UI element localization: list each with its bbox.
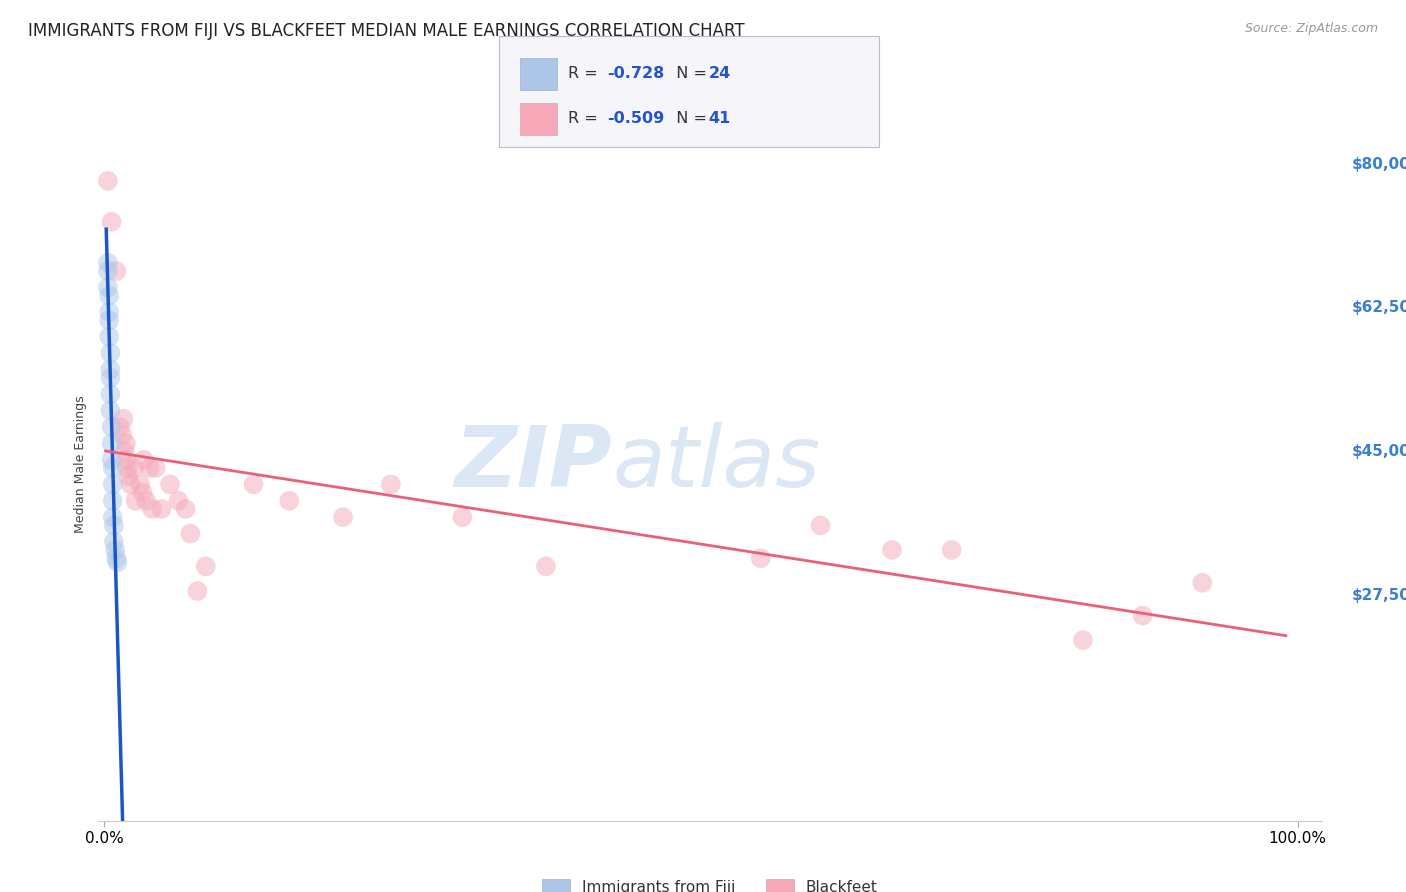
Point <box>278 493 301 508</box>
Point <box>115 436 138 450</box>
Text: N =: N = <box>666 66 713 81</box>
Point <box>112 411 135 425</box>
Point <box>103 518 125 533</box>
Point <box>101 493 124 508</box>
Text: -0.509: -0.509 <box>607 112 665 127</box>
Point <box>98 370 121 384</box>
Point <box>100 452 122 467</box>
Point <box>1132 608 1154 623</box>
Point <box>98 305 121 319</box>
Point <box>122 461 145 475</box>
Text: 41: 41 <box>709 112 731 127</box>
Point <box>451 510 474 524</box>
Text: $27,500: $27,500 <box>1353 588 1406 603</box>
Point <box>132 452 155 467</box>
Point <box>380 477 402 491</box>
Point <box>100 215 122 229</box>
Point <box>1191 575 1213 590</box>
Point <box>97 256 120 270</box>
Point <box>108 420 131 434</box>
Point <box>534 559 557 574</box>
Point <box>101 510 124 524</box>
Point <box>98 329 121 343</box>
Point <box>97 264 120 278</box>
Point <box>1071 633 1094 648</box>
Point <box>97 280 120 294</box>
Point <box>167 493 190 508</box>
Point <box>120 477 142 491</box>
Point <box>145 461 167 475</box>
Point <box>150 502 173 516</box>
Point <box>242 477 264 491</box>
Point <box>880 543 903 558</box>
Point <box>98 403 121 417</box>
Point <box>749 551 772 566</box>
Text: N =: N = <box>666 112 713 127</box>
Point <box>101 461 124 475</box>
Point <box>131 485 153 500</box>
Y-axis label: Median Male Earnings: Median Male Earnings <box>75 395 87 533</box>
Point <box>98 313 121 327</box>
Text: $80,000: $80,000 <box>1353 157 1406 172</box>
Point <box>98 362 121 376</box>
Point <box>179 526 201 541</box>
Point <box>105 551 128 566</box>
Point <box>332 510 354 524</box>
Point <box>100 420 122 434</box>
Point <box>98 346 121 360</box>
Point <box>186 584 208 599</box>
Point <box>941 543 963 558</box>
Point <box>107 555 129 569</box>
Text: $45,000: $45,000 <box>1353 444 1406 459</box>
Point <box>159 477 181 491</box>
Point <box>174 502 197 516</box>
Point <box>98 288 121 302</box>
Point <box>114 444 136 458</box>
Point <box>104 543 127 558</box>
Point <box>105 264 128 278</box>
Text: $62,500: $62,500 <box>1353 301 1406 316</box>
Text: R =: R = <box>568 66 603 81</box>
Point <box>117 469 139 483</box>
Point <box>111 428 134 442</box>
Text: 24: 24 <box>709 66 731 81</box>
Point <box>103 534 125 549</box>
Text: IMMIGRANTS FROM FIJI VS BLACKFEET MEDIAN MALE EARNINGS CORRELATION CHART: IMMIGRANTS FROM FIJI VS BLACKFEET MEDIAN… <box>28 22 745 40</box>
Point <box>115 452 138 467</box>
Point <box>98 387 121 401</box>
Point <box>97 174 120 188</box>
Point <box>810 518 832 533</box>
Point <box>124 493 146 508</box>
Text: atlas: atlas <box>612 422 820 506</box>
Text: R =: R = <box>568 112 603 127</box>
Point <box>138 461 160 475</box>
Text: -0.728: -0.728 <box>607 66 665 81</box>
Point <box>115 461 138 475</box>
Text: Source: ZipAtlas.com: Source: ZipAtlas.com <box>1244 22 1378 36</box>
Point <box>100 436 122 450</box>
Point <box>194 559 217 574</box>
Legend: Immigrants from Fiji, Blackfeet: Immigrants from Fiji, Blackfeet <box>543 880 877 892</box>
Text: ZIP: ZIP <box>454 422 612 506</box>
Point <box>129 477 152 491</box>
Point <box>135 493 157 508</box>
Point <box>141 502 163 516</box>
Point <box>101 477 124 491</box>
